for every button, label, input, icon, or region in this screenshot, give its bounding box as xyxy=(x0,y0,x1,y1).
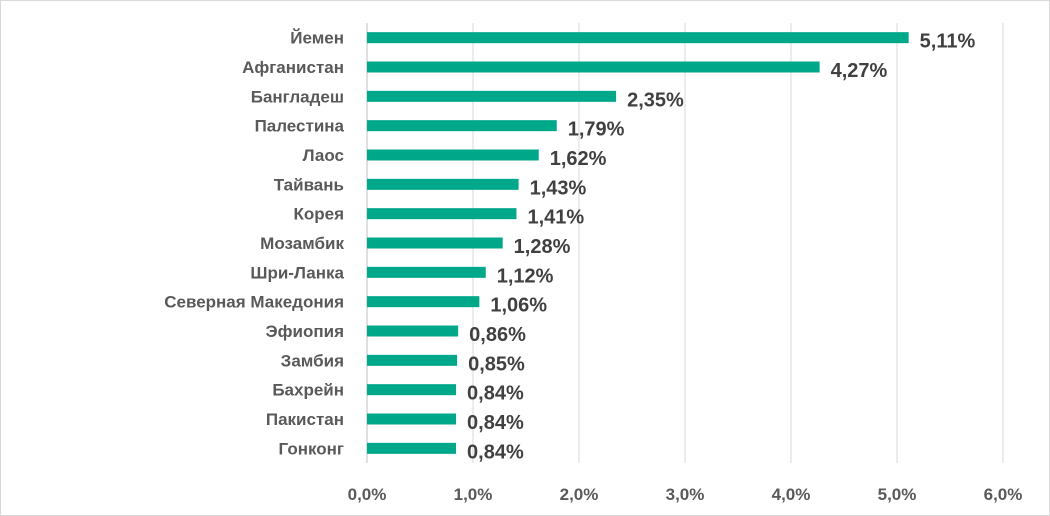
category-label: Пакистан xyxy=(266,410,344,429)
data-label: 0,86% xyxy=(469,324,526,346)
data-label: 1,43% xyxy=(530,177,587,199)
x-tick-label: 2,0% xyxy=(560,485,599,504)
data-label: 1,06% xyxy=(490,295,547,317)
bar xyxy=(367,90,617,102)
data-label: 0,84% xyxy=(467,383,524,405)
bar xyxy=(367,178,519,190)
x-tick-label: 0,0% xyxy=(348,485,387,504)
category-label: Йемен xyxy=(290,29,344,48)
category-label: Замбия xyxy=(281,351,344,370)
data-label: 2,35% xyxy=(627,89,684,111)
x-tick-label: 6,0% xyxy=(984,485,1023,504)
category-label: Афганистан xyxy=(242,58,344,77)
bar xyxy=(367,384,457,396)
data-label: 0,84% xyxy=(467,412,524,434)
category-label: Мозамбик xyxy=(260,234,344,253)
data-label: 0,85% xyxy=(468,353,525,375)
data-label: 1,62% xyxy=(550,148,607,170)
x-axis-tick-labels: 0,0% 1,0% 2,0% 3,0% 4,0% 5,0% 6,0% xyxy=(348,485,1023,504)
data-label: 5,11% xyxy=(920,31,976,53)
x-tick-label: 1,0% xyxy=(454,485,493,504)
bar xyxy=(367,208,517,220)
data-label: 4,27% xyxy=(831,60,888,82)
category-label: Тайвань xyxy=(274,175,344,194)
category-label: Эфиопия xyxy=(266,322,344,341)
category-label: Бахрейн xyxy=(272,381,344,400)
x-tick-label: 3,0% xyxy=(666,485,705,504)
category-label: Лаос xyxy=(303,146,344,165)
bar xyxy=(367,266,486,278)
x-tick-label: 4,0% xyxy=(772,485,811,504)
category-label: Палестина xyxy=(255,117,345,136)
data-label: 0,84% xyxy=(467,441,524,463)
bar xyxy=(367,61,820,73)
category-label: Шри-Ланка xyxy=(250,263,344,282)
data-label: 1,28% xyxy=(514,236,571,258)
bar xyxy=(367,442,457,454)
bar xyxy=(367,325,459,337)
bar xyxy=(367,354,458,366)
data-label: 1,12% xyxy=(497,265,554,287)
data-label: 1,41% xyxy=(527,207,584,229)
x-tick-label: 5,0% xyxy=(878,485,917,504)
category-label: Северная Македония xyxy=(164,293,344,312)
bar xyxy=(367,120,557,132)
category-label: Гонконг xyxy=(279,439,344,458)
bar xyxy=(367,32,909,44)
category-labels: Йемен Афганистан Бангладеш Палестина Лаос Тай… xyxy=(164,29,344,459)
bar xyxy=(367,149,539,161)
data-label: 1,79% xyxy=(568,119,625,141)
data-labels: 5,11% 4,27% 2,35%1,79% 1,62% 1,43% 1,41% 1,28%… xyxy=(467,31,975,464)
category-label: Корея xyxy=(293,205,344,224)
bar xyxy=(367,296,480,308)
bar xyxy=(367,413,457,425)
bar xyxy=(367,237,503,249)
category-label: Бангладеш xyxy=(251,87,344,106)
bars xyxy=(367,32,909,454)
